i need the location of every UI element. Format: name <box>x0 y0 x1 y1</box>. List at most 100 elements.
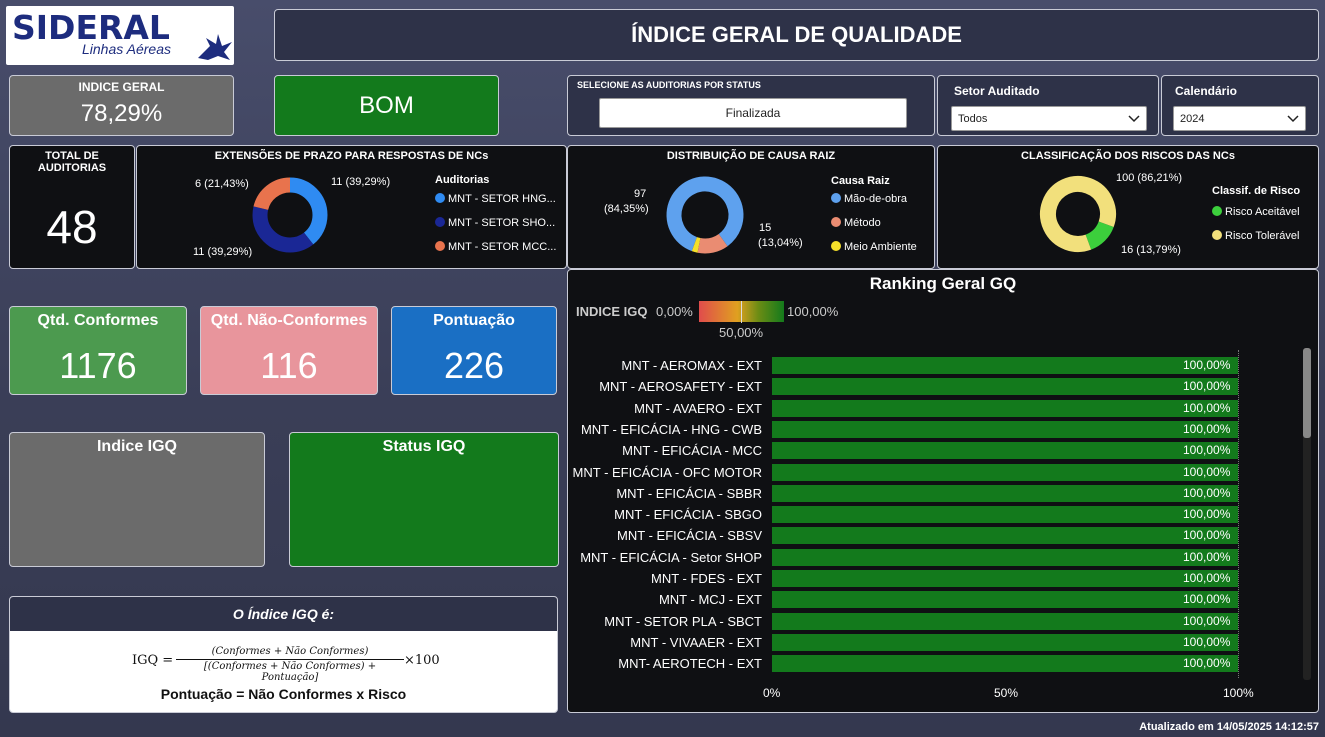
pontuacao-value: 226 <box>443 345 505 386</box>
donut-2 <box>665 175 744 254</box>
igq-legend-label: INDICE IGQ <box>576 304 648 319</box>
legend-label: MNT - SETOR SHO... <box>448 217 556 229</box>
nao-conformes-card: Qtd. Não-Conformes 116 <box>200 306 378 395</box>
ranking-bar[interactable] <box>772 442 1238 460</box>
formula-pontuacao: Pontuação = Não Conformes x Risco <box>160 686 407 702</box>
status-igq-label: Status IGQ <box>382 438 466 455</box>
legend-item[interactable]: Método <box>831 217 881 229</box>
legend-item[interactable]: Risco Tolerável <box>1212 230 1299 242</box>
legend-item[interactable]: MNT - SETOR SHO... <box>435 217 555 229</box>
status-igq-card: Status IGQ <box>289 432 559 567</box>
ranking-row-label: MNT - EFICÁCIA - SBBR <box>616 485 762 501</box>
ranking-bar-value: 100,00% <box>1183 592 1231 607</box>
ranking-row-label: MNT - EFICÁCIA - HNG - CWB <box>580 421 762 437</box>
calendario-slicer-label: Calendário <box>1175 84 1238 98</box>
donut-3 <box>1040 176 1117 253</box>
ranking-bar-value: 100,00% <box>1183 507 1231 522</box>
ranking-bar-value: 100,00% <box>1183 634 1231 649</box>
ranking-bar[interactable] <box>772 548 1238 566</box>
legend-dot-icon <box>831 217 841 227</box>
legend-item[interactable]: Risco Aceitável <box>1212 206 1300 218</box>
ranking-bar-value: 100,00% <box>1183 613 1231 628</box>
donut-3-label: 16 (13,79%) <box>1121 244 1181 256</box>
ranking-bar[interactable] <box>772 612 1238 630</box>
setor-dropdown-value: Todos <box>958 113 988 125</box>
igq-legend-mid: 50,00% <box>719 325 764 340</box>
donut-slice[interactable] <box>252 177 328 253</box>
formula-card: O Índice IGQ é: IGQ = (Conformes + Não C… <box>9 596 558 713</box>
ranking-bar[interactable] <box>772 570 1238 587</box>
donut-2-label: (84,35%) <box>604 203 649 215</box>
donut-slice[interactable] <box>665 175 744 254</box>
ranking-bar-value: 100,00% <box>1183 443 1231 458</box>
conformes-value: 1176 <box>59 345 137 386</box>
legend-title: Causa Raiz <box>831 175 890 187</box>
ranking-row-label: MNT - AEROMAX - EXT <box>621 358 762 373</box>
legend-item[interactable]: MNT - SETOR HNG... <box>435 193 556 205</box>
company-logo: SIDERAL Linhas Aéreas <box>6 6 234 65</box>
conformes-label: Qtd. Conformes <box>37 312 159 329</box>
ranking-bar[interactable] <box>772 527 1238 545</box>
ranking-bar-value: 100,00% <box>1183 549 1231 564</box>
ranking-bar[interactable] <box>772 357 1238 374</box>
formula-lhs: IGQ = <box>132 653 174 668</box>
legend-item[interactable]: Mão-de-obra <box>831 193 907 205</box>
formula-header: O Índice IGQ é: <box>10 597 557 631</box>
legend-dot-icon <box>435 217 445 227</box>
ranking-bar-value: 100,00% <box>1183 421 1231 436</box>
donut-1-label-c: 6 (21,43%) <box>195 178 249 190</box>
extensoes-prazo-chart: EXTENSÕES DE PRAZO PARA RESPOSTAS DE NCs… <box>136 145 567 269</box>
legend-dot-icon <box>435 241 445 251</box>
status-finalizada-button[interactable]: Finalizada <box>599 98 907 128</box>
formula-denominator: [(Conformes + Não Conformes) + Pontuação… <box>203 661 377 683</box>
ranking-bar-value: 100,00% <box>1183 358 1231 372</box>
donut-1-label-a: 11 (39,29%) <box>331 176 391 188</box>
x-tick-100: 100% <box>1223 686 1254 700</box>
status-slicer-label: SELECIONE AS AUDITORIAS POR STATUS <box>577 80 761 90</box>
ranking-row-label: MNT - VIVAAER - EXT <box>630 634 762 650</box>
conformes-card: Qtd. Conformes 1176 <box>9 306 187 395</box>
ranking-title: Ranking Geral GQ <box>869 274 1017 293</box>
ranking-bar[interactable] <box>772 591 1238 609</box>
logo-brand: SIDERAL <box>12 8 170 47</box>
calendario-dropdown-value: 2024 <box>1180 113 1205 125</box>
ranking-row-label: MNT - EFICÁCIA - SBSV <box>617 528 762 544</box>
donut-slice[interactable] <box>252 177 328 253</box>
legend-label: Risco Tolerável <box>1225 230 1300 242</box>
ranking-bar[interactable] <box>772 420 1238 438</box>
ranking-scrollbar-thumb[interactable] <box>1303 348 1311 438</box>
legend-item[interactable]: MNT - SETOR MCC... <box>435 241 556 253</box>
footer-updated: Atualizado em 14/05/2025 14:12:57 <box>1139 721 1319 733</box>
setor-slicer-label: Setor Auditado <box>954 84 1040 98</box>
ranking-row-label: MNT - EFICÁCIA - MCC <box>622 443 762 459</box>
ranking-gridline-100 <box>1238 350 1239 678</box>
status-badge: BOM <box>274 75 499 136</box>
ranking-scrollbar[interactable] <box>1303 348 1311 680</box>
donut-slice[interactable] <box>1040 176 1117 253</box>
indice-geral-label: INDICE GERAL <box>78 80 165 94</box>
logo-bird-icon <box>198 34 232 60</box>
igq-legend-max: 100,00% <box>787 304 839 319</box>
ranking-bar[interactable] <box>772 506 1238 524</box>
calendario-dropdown[interactable]: 2024 <box>1173 106 1306 131</box>
ranking-bar-value: 100,00% <box>1183 485 1231 500</box>
legend-dot-icon <box>831 193 841 203</box>
ranking-bar[interactable] <box>772 633 1238 651</box>
donut-3-label: 100 (86,21%) <box>1116 172 1183 184</box>
ranking-bar[interactable] <box>772 378 1238 396</box>
setor-slicer: Setor Auditado Todos <box>937 75 1159 136</box>
causa-raiz-chart: DISTRIBUIÇÃO DE CAUSA RAIZ 97 (84,35%) 1… <box>567 145 935 269</box>
ranking-bar[interactable] <box>772 399 1238 417</box>
pontuacao-label: Pontuação <box>433 312 515 329</box>
page-title: ÍNDICE GERAL DE QUALIDADE <box>274 9 1319 61</box>
ranking-bar-value: 100,00% <box>1183 400 1231 415</box>
ranking-row-label: MNT - AVAERO - EXT <box>634 400 762 416</box>
ranking-bar[interactable] <box>772 463 1238 481</box>
ranking-bar[interactable] <box>772 484 1238 502</box>
indice-geral-value: 78,29% <box>80 100 163 127</box>
legend-label: MNT - SETOR HNG... <box>448 193 556 205</box>
ranking-bar[interactable] <box>772 655 1238 673</box>
setor-dropdown[interactable]: Todos <box>951 106 1147 131</box>
legend-item[interactable]: Meio Ambiente <box>831 241 917 253</box>
chart-title: EXTENSÕES DE PRAZO PARA RESPOSTAS DE NCs <box>214 150 489 162</box>
